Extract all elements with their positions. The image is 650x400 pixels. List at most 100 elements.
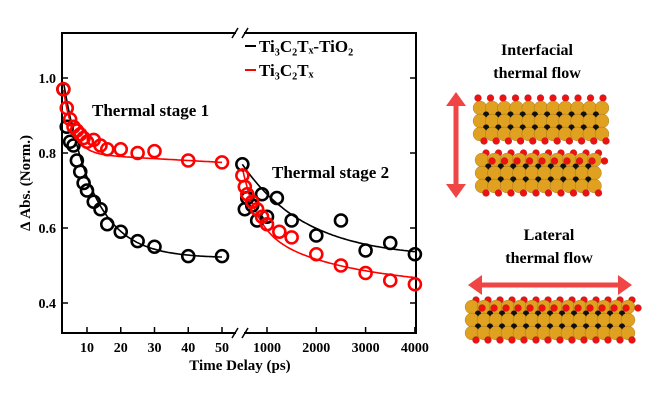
oxygen-atom: [504, 137, 513, 145]
data-point-composite: [308, 228, 324, 243]
oxygen-atom: [594, 189, 603, 197]
y-tick-label: 0.4: [39, 297, 57, 312]
interfacial-label-line2: thermal flow: [493, 65, 581, 82]
data-point-composite: [62, 134, 78, 150]
oxygen-atom: [513, 157, 521, 165]
data-point-mxene: [99, 141, 115, 157]
oxygen-atom: [484, 336, 492, 344]
oxygen-atom: [511, 94, 520, 102]
oxygen-atom: [488, 157, 496, 165]
x-axis-label: Time Delay (ps): [189, 358, 290, 374]
data-point-mxene: [180, 153, 196, 168]
x-tick-label: 4000: [401, 341, 429, 356]
data-point-mxene: [382, 273, 398, 288]
oxygen-atom: [602, 137, 610, 145]
oxygen-atom: [588, 157, 596, 165]
data-point-composite: [79, 183, 95, 198]
oxygen-atom: [580, 336, 588, 344]
data-point-composite: [284, 213, 299, 228]
oxygen-atom: [494, 189, 503, 197]
oxygen-atom: [544, 336, 552, 344]
data-point-mxene: [272, 224, 287, 240]
data-point-mxene: [214, 155, 230, 170]
oxygen-atom: [490, 304, 498, 312]
data-point-mxene: [333, 258, 349, 273]
oxygen-atom: [557, 189, 565, 197]
oxygen-atom: [568, 336, 576, 344]
data-point-composite: [214, 248, 230, 264]
oxygen-atom: [598, 304, 606, 312]
data-point-composite: [358, 243, 373, 258]
data-point-mxene: [79, 134, 95, 150]
oxygen-atom: [622, 304, 630, 312]
titanium-atom: [587, 178, 602, 194]
horizontal-double-arrow-icon: [468, 275, 632, 295]
oxygen-atom: [577, 137, 586, 145]
data-point-mxene: [76, 130, 91, 146]
oxygen-atom: [529, 137, 537, 145]
oxygen-atom: [569, 189, 578, 197]
oxygen-atom: [616, 336, 624, 344]
oxygen-atom: [565, 137, 574, 145]
oxygen-atom: [586, 304, 594, 312]
oxygen-atom: [556, 336, 564, 344]
arrow-shape: [468, 275, 632, 295]
data-point-composite: [407, 246, 423, 262]
data-point-composite: [76, 175, 91, 191]
oxygen-atom: [478, 304, 486, 312]
x-tick-label: 50: [215, 341, 229, 356]
oxygen-atom: [634, 304, 642, 312]
oxygen-atom: [519, 189, 528, 197]
data-point-composite: [93, 201, 108, 217]
oxygen-atom: [516, 137, 525, 145]
data-point-composite: [254, 186, 270, 202]
data-point-composite: [333, 213, 349, 228]
oxygen-atom: [474, 94, 482, 102]
data-point-mxene: [407, 276, 423, 292]
data-point-composite: [66, 138, 81, 153]
data-point-composite: [113, 224, 129, 240]
break-gap-bottom: [236, 328, 244, 338]
oxygen-atom: [582, 189, 590, 197]
lateral-label-line2: thermal flow: [505, 250, 593, 267]
interfacial-label-line1: Interfacial: [501, 42, 574, 59]
atomic-layers: [464, 94, 642, 344]
oxygen-atom: [586, 94, 595, 102]
oxygen-atom: [538, 157, 546, 165]
data-point-mxene: [62, 111, 78, 127]
oxygen-atom: [553, 137, 561, 145]
oxygen-atom: [482, 189, 490, 197]
oxygen-atom: [524, 94, 532, 102]
x-tick-label: 2000: [302, 341, 330, 356]
oxygen-atom: [599, 94, 607, 102]
y-tick-label: 0.8: [39, 147, 57, 162]
oxygen-atom: [532, 189, 540, 197]
vertical-double-arrow-icon: [446, 92, 466, 198]
oxygen-atom: [561, 94, 570, 102]
oxygen-atom: [486, 94, 495, 102]
data-point-composite: [99, 216, 115, 232]
oxygen-atom: [480, 137, 488, 145]
x-tick-label: 30: [148, 341, 162, 356]
x-tick-label: 3000: [352, 341, 380, 356]
axis-break-mark: [231, 27, 239, 39]
oxygen-atom: [514, 304, 522, 312]
oxygen-atom: [500, 157, 509, 165]
data-point-mxene: [284, 230, 299, 245]
data-point-mxene: [237, 179, 253, 195]
oxygen-atom: [550, 304, 558, 312]
oxygen-atom: [541, 137, 549, 145]
data-point-mxene: [113, 141, 129, 157]
x-tick-label: 1000: [253, 341, 281, 356]
oxygen-atom: [600, 157, 609, 165]
oxygen-atom: [592, 336, 600, 344]
oxygen-atom: [562, 304, 570, 312]
data-point-mxene: [147, 143, 162, 159]
legend-label-mxene: Ti₃C₂Tₓ: [259, 61, 314, 80]
oxygen-atom: [508, 336, 516, 344]
data-point-mxene: [56, 81, 71, 97]
oxygen-atom: [610, 304, 618, 312]
lateral-label-line1: Lateral: [524, 227, 575, 244]
oxygen-atom: [590, 137, 598, 145]
